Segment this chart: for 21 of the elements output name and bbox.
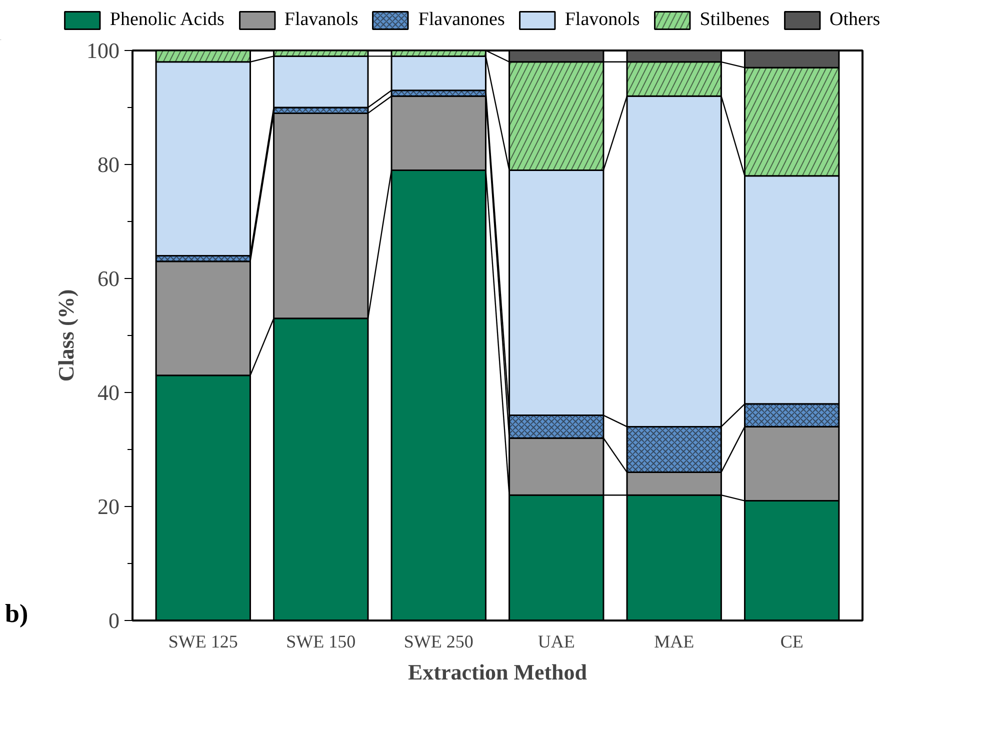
y-tick-label: 60 (98, 266, 120, 291)
x-tick-label: MAE (654, 632, 694, 652)
x-tick-label: UAE (538, 632, 575, 652)
y-tick-label: 20 (98, 494, 120, 519)
y-tick-label: 0 (108, 608, 120, 633)
y-tick-label: 40 (98, 380, 120, 405)
legend-label: Flavonols (564, 9, 640, 31)
x-tick-label: SWE 125 (168, 632, 238, 652)
legend-label: Others (829, 9, 880, 31)
y-axis-title: Class (%) (54, 289, 78, 382)
x-tick-label: SWE 150 (286, 632, 356, 652)
legend-label: Stilbenes (700, 9, 770, 31)
x-tick-label: SWE 250 (404, 632, 474, 652)
legend-label: Flavanones (418, 9, 505, 31)
text: b) (5, 598, 28, 630)
y-tick-label: 80 (98, 152, 120, 177)
legend-label: Flavanols (284, 9, 358, 31)
x-axis-title: Extraction Method (408, 660, 588, 684)
x-tick-label: CE (780, 632, 804, 652)
legend-label: Phenolic Acids (110, 9, 224, 31)
y-tick-label: 100 (86, 38, 120, 63)
